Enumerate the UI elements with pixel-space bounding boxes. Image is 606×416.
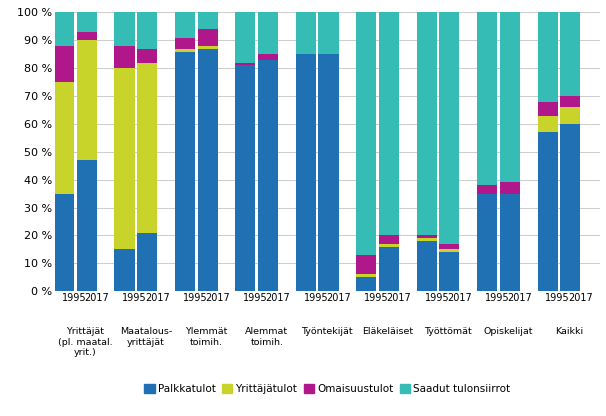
Bar (296, 54, 316, 291)
Text: Maatalous-
yrittäjät: Maatalous- yrittäjät (120, 327, 172, 347)
Bar (76, 32, 97, 40)
Bar (439, 244, 459, 249)
Bar (477, 193, 498, 291)
Bar (198, 12, 218, 29)
Text: Ylemmät
toimih.: Ylemmät toimih. (185, 327, 227, 347)
Bar (175, 49, 195, 52)
Bar (379, 235, 399, 244)
Bar (198, 46, 218, 49)
Bar (137, 49, 157, 63)
Bar (76, 160, 97, 291)
Bar (137, 12, 157, 49)
Bar (115, 68, 135, 249)
Bar (356, 277, 376, 291)
Bar (561, 107, 581, 124)
Bar (258, 12, 278, 54)
Bar (379, 12, 399, 235)
Bar (417, 238, 437, 241)
Bar (175, 37, 195, 49)
Bar (500, 193, 520, 291)
Bar (538, 102, 558, 116)
Text: Yrittäjät
(pl. maatal.
yrit.): Yrittäjät (pl. maatal. yrit.) (58, 327, 113, 357)
Bar (439, 252, 459, 291)
Bar (115, 12, 135, 46)
Bar (379, 247, 399, 291)
Bar (538, 132, 558, 291)
Bar (115, 249, 135, 291)
Bar (115, 46, 135, 68)
Bar (439, 12, 459, 244)
Bar (561, 12, 581, 96)
Bar (235, 12, 256, 63)
Text: Alemmat
toimih.: Alemmat toimih. (245, 327, 288, 347)
Bar (500, 12, 520, 183)
Bar (561, 96, 581, 107)
Bar (54, 46, 74, 82)
Bar (235, 63, 256, 65)
Bar (417, 241, 437, 291)
Bar (258, 54, 278, 60)
Bar (417, 12, 437, 235)
Bar (54, 12, 74, 46)
Bar (175, 12, 195, 37)
Bar (500, 183, 520, 193)
Bar (477, 185, 498, 193)
Bar (379, 244, 399, 247)
Legend: Palkkatulot, Yrittäjätulot, Omaisuustulot, Saadut tulonsiirrot: Palkkatulot, Yrittäjätulot, Omaisuustulo… (140, 380, 514, 399)
Bar (258, 60, 278, 291)
Bar (198, 49, 218, 291)
Bar (356, 12, 376, 255)
Bar (318, 12, 339, 54)
Bar (477, 12, 498, 185)
Text: Työntekijät: Työntekijät (301, 327, 353, 337)
Bar (76, 12, 97, 32)
Text: Kaikki: Kaikki (555, 327, 583, 337)
Bar (76, 40, 97, 160)
Bar (235, 65, 256, 291)
Bar (137, 63, 157, 233)
Bar (356, 275, 376, 277)
Text: Työttömät: Työttömät (424, 327, 472, 337)
Bar (561, 124, 581, 291)
Bar (417, 235, 437, 238)
Text: Opiskelijat: Opiskelijat (484, 327, 533, 337)
Bar (54, 82, 74, 193)
Bar (538, 12, 558, 102)
Bar (54, 193, 74, 291)
Bar (538, 116, 558, 132)
Text: Eläkeläiset: Eläkeläiset (362, 327, 413, 337)
Bar (318, 54, 339, 291)
Bar (356, 255, 376, 275)
Bar (175, 52, 195, 291)
Bar (137, 233, 157, 291)
Bar (439, 249, 459, 252)
Bar (198, 29, 218, 46)
Bar (296, 12, 316, 54)
